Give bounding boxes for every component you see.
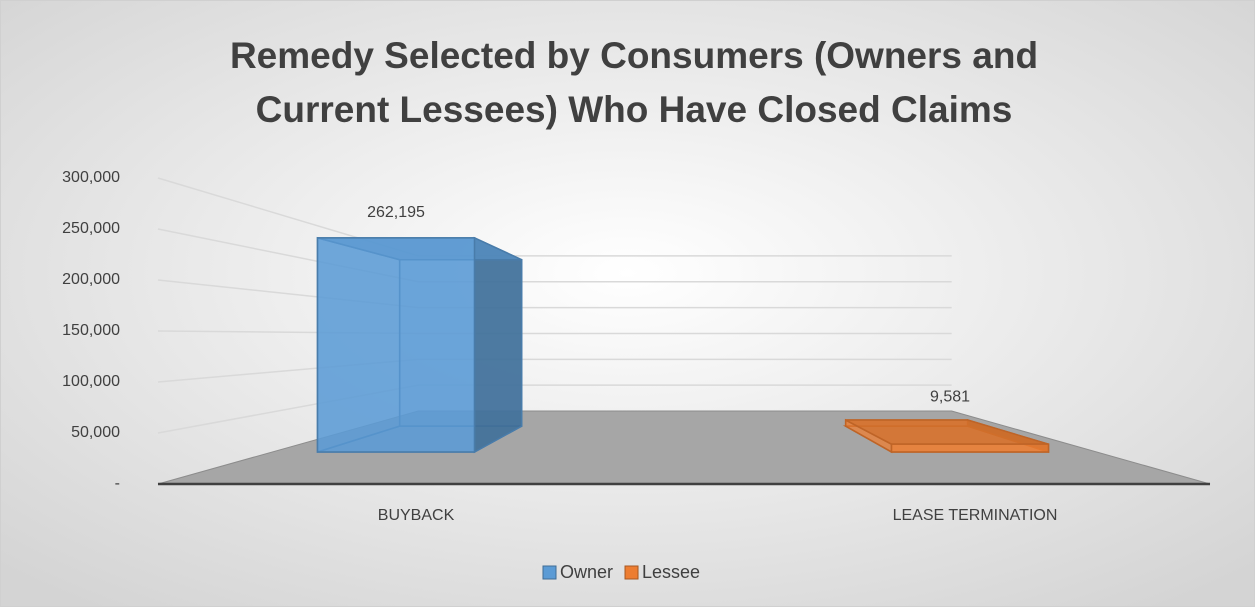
bar-front xyxy=(316,237,476,453)
y-tick-label: 200,000 xyxy=(62,271,120,288)
x-tick-label: BUYBACK xyxy=(378,507,455,524)
x-tick-label: LEASE TERMINATION xyxy=(893,507,1058,524)
legend-label: Owner xyxy=(560,562,613,582)
y-tick-label: 100,000 xyxy=(62,373,120,390)
legend-swatch xyxy=(624,565,639,580)
y-tick-label: 250,000 xyxy=(62,220,120,237)
legend-swatch xyxy=(542,565,557,580)
data-label: 9,581 xyxy=(930,388,970,405)
data-label: 262,195 xyxy=(367,204,425,221)
y-tick-label: 50,000 xyxy=(71,424,120,441)
bar xyxy=(316,236,523,454)
chart-title-line1: Remedy Selected by Consumers (Owners and… xyxy=(230,35,1038,130)
bar-front xyxy=(890,443,1050,453)
legend-label: Lessee xyxy=(642,562,700,582)
y-tick-label: - xyxy=(115,475,120,492)
y-tick-label: 300,000 xyxy=(62,169,120,186)
legend: Owner Lessee xyxy=(542,562,700,582)
bar xyxy=(842,418,1050,454)
bar-right xyxy=(473,236,523,454)
y-tick-label: 150,000 xyxy=(62,322,120,339)
